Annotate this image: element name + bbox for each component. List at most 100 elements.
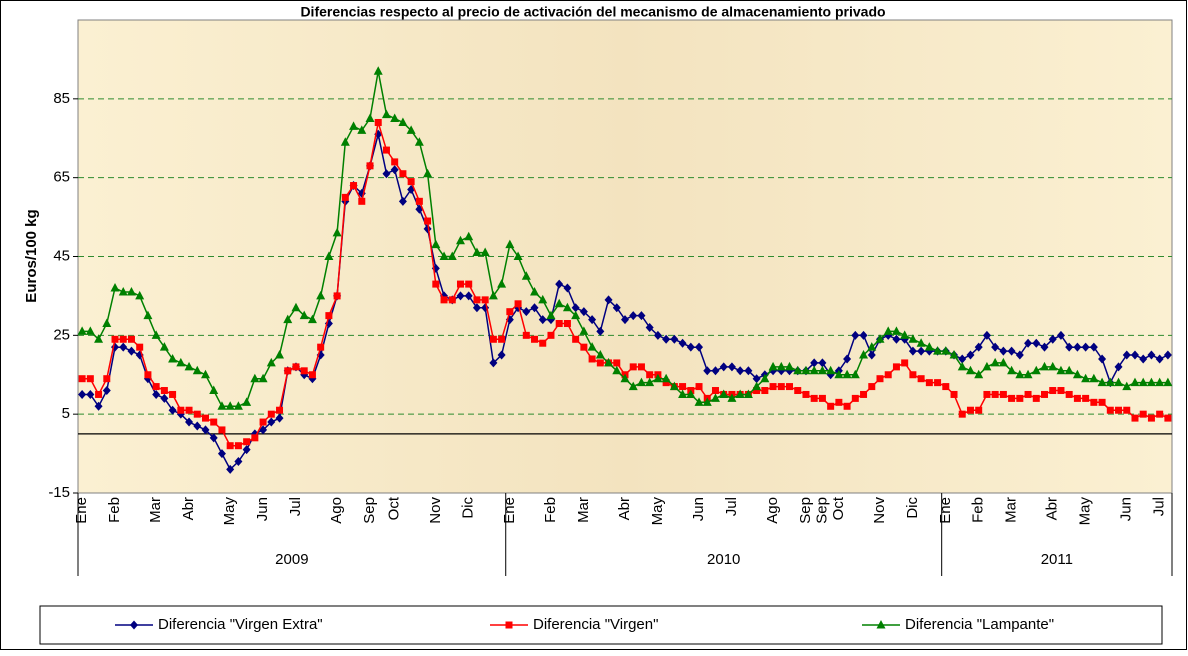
- x-tick-label: Jul: [287, 497, 304, 516]
- data-point: [743, 389, 753, 398]
- data-point: [1131, 414, 1139, 422]
- data-point: [275, 350, 285, 359]
- data-point: [817, 365, 827, 375]
- data-point: [917, 375, 925, 383]
- data-point: [144, 371, 152, 379]
- data-point: [218, 426, 226, 434]
- data-point: [489, 358, 498, 368]
- data-point: [415, 197, 423, 205]
- data-point: [1032, 338, 1041, 348]
- data-point: [785, 361, 795, 371]
- data-point: [735, 389, 745, 398]
- data-point: [637, 311, 646, 321]
- data-point: [727, 362, 736, 372]
- data-point: [1139, 354, 1148, 364]
- data-point: [826, 365, 836, 375]
- legend-label: Diferencia "Virgen": [533, 616, 658, 633]
- data-point: [217, 401, 227, 410]
- data-point: [859, 330, 868, 340]
- data-point: [563, 320, 571, 328]
- data-point: [719, 362, 728, 372]
- data-point: [365, 113, 375, 123]
- data-point: [571, 310, 581, 320]
- chart-title: Diferencias respecto al precio de activa…: [300, 4, 885, 20]
- data-point: [835, 398, 843, 406]
- data-point: [776, 361, 786, 371]
- legend-label: Diferencia "Virgen Extra": [158, 616, 323, 633]
- data-point: [637, 363, 645, 371]
- data-point: [398, 196, 407, 206]
- data-point: [883, 326, 893, 335]
- data-point: [834, 369, 844, 379]
- x-tick-label: Ago: [328, 497, 345, 524]
- data-point: [1007, 365, 1017, 375]
- data-point: [1155, 377, 1165, 387]
- data-point: [498, 335, 506, 343]
- data-point: [1065, 390, 1073, 398]
- data-point: [703, 366, 712, 376]
- data-point: [234, 456, 243, 466]
- data-point: [340, 137, 350, 146]
- data-point: [159, 342, 169, 351]
- data-point: [267, 417, 276, 427]
- data-point: [587, 342, 597, 351]
- data-point: [317, 343, 325, 351]
- data-point: [398, 117, 408, 126]
- data-point: [531, 335, 539, 343]
- data-point: [555, 279, 564, 289]
- data-point: [1082, 394, 1090, 402]
- data-point: [390, 165, 399, 175]
- data-point: [604, 295, 613, 305]
- x-tick-label: Ene: [73, 497, 90, 524]
- data-point: [266, 357, 276, 367]
- data-point: [768, 361, 778, 371]
- data-point: [250, 373, 260, 383]
- data-point: [679, 383, 687, 391]
- data-point: [662, 334, 671, 344]
- data-point: [358, 197, 366, 205]
- data-point: [1040, 342, 1049, 352]
- data-point: [86, 389, 95, 399]
- data-point: [843, 354, 852, 364]
- x-tick-label: Mar: [1003, 497, 1020, 523]
- data-point: [1138, 377, 1148, 387]
- data-point: [1007, 346, 1016, 356]
- data-point: [431, 239, 441, 249]
- data-point: [497, 279, 507, 288]
- data-point: [958, 354, 967, 364]
- data-point: [653, 373, 663, 383]
- data-point: [267, 410, 275, 418]
- data-point: [736, 366, 745, 376]
- data-point: [497, 350, 506, 360]
- data-point: [974, 342, 983, 352]
- data-point: [1008, 394, 1016, 402]
- x-tick-label: Jun: [254, 497, 271, 521]
- data-point: [629, 311, 638, 321]
- data-point: [999, 390, 1007, 398]
- data-point: [1048, 361, 1058, 371]
- data-point: [851, 330, 860, 340]
- data-point: [168, 353, 178, 363]
- data-point: [465, 280, 473, 288]
- data-point: [210, 418, 218, 426]
- data-point: [1122, 350, 1131, 360]
- data-point: [1156, 410, 1164, 418]
- data-point: [119, 335, 127, 343]
- data-point: [1016, 394, 1024, 402]
- data-point: [357, 125, 367, 134]
- y-tick-label: 65: [53, 169, 70, 186]
- data-point: [102, 318, 112, 328]
- legend-marker: [876, 620, 886, 629]
- data-point: [827, 402, 835, 410]
- data-point: [522, 307, 531, 317]
- data-point: [399, 170, 407, 178]
- x-tick-label: Feb: [970, 497, 987, 523]
- x-tick-label: Feb: [106, 497, 123, 523]
- data-point: [1114, 377, 1124, 387]
- data-point: [160, 393, 169, 403]
- data-point: [546, 310, 556, 320]
- data-point: [596, 359, 604, 367]
- data-point: [316, 290, 326, 300]
- data-point: [711, 366, 720, 376]
